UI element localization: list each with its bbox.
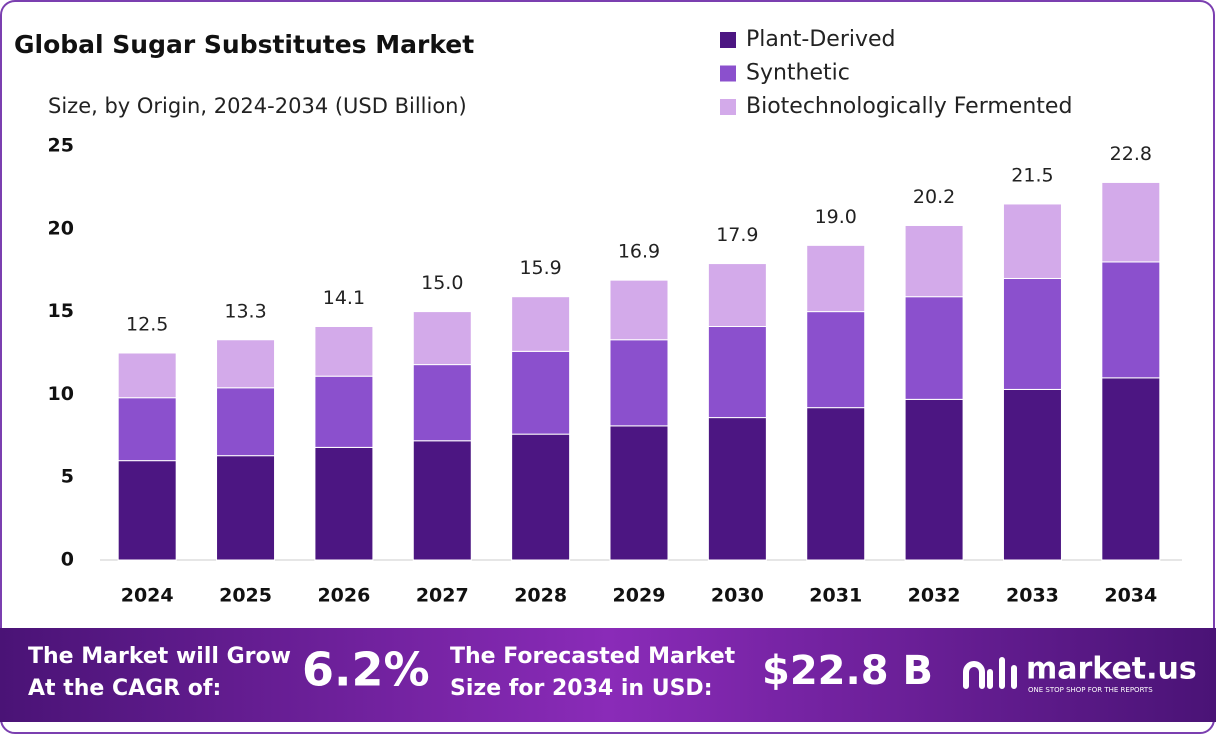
- bar-segment: [904, 224, 964, 298]
- bar-segment: [216, 387, 276, 457]
- bar-segment: [1002, 388, 1062, 561]
- brand-logo: [963, 657, 1017, 689]
- bar-segment: [511, 433, 571, 561]
- x-tick-label: 2024: [121, 585, 174, 607]
- legend-label: Synthetic: [746, 61, 850, 86]
- x-tick-label: 2029: [613, 585, 666, 607]
- y-tick-label: 10: [48, 383, 74, 405]
- total-label: 21.5: [1011, 164, 1053, 186]
- x-tick-label: 2030: [711, 585, 764, 607]
- bar-segment: [117, 352, 177, 399]
- forecast-value: $22.8 B: [762, 648, 933, 694]
- bar-segment: [511, 296, 571, 352]
- total-label: 17.9: [716, 224, 758, 246]
- total-label: 12.5: [126, 314, 168, 336]
- total-label: 16.9: [618, 241, 660, 263]
- x-tick-label: 2025: [219, 585, 272, 607]
- x-tick-label: 2026: [317, 585, 370, 607]
- bar-segment: [1101, 261, 1161, 379]
- x-tick-label: 2031: [809, 585, 862, 607]
- x-tick-label: 2034: [1104, 585, 1157, 607]
- bar-segment: [216, 455, 276, 561]
- total-label: 15.9: [519, 257, 561, 279]
- bar-segment: [314, 375, 374, 448]
- chart-title: Global Sugar Substitutes Market: [14, 30, 474, 59]
- bar-segment: [412, 364, 472, 442]
- bar-segment: [904, 398, 964, 561]
- y-tick-label: 15: [48, 300, 74, 322]
- total-label: 19.0: [815, 206, 857, 228]
- bar-segment: [1101, 181, 1161, 263]
- legend-swatch: [720, 99, 736, 115]
- bar-segment: [1002, 277, 1062, 390]
- legend-swatch: [720, 32, 736, 48]
- y-tick-label: 20: [48, 217, 74, 239]
- brand: market.us: [1026, 652, 1197, 687]
- bar-segment: [609, 339, 669, 427]
- total-label: 22.8: [1110, 143, 1152, 165]
- y-tick-label: 5: [61, 466, 74, 488]
- tagline: ONE STOP SHOP FOR THE REPORTS: [1028, 686, 1153, 694]
- x-tick-label: 2027: [416, 585, 469, 607]
- bar-segment: [117, 397, 177, 462]
- bar-segment: [412, 440, 472, 561]
- x-tick-label: 2033: [1006, 585, 1059, 607]
- bar-segment: [609, 279, 669, 341]
- bar-segment: [314, 446, 374, 561]
- x-tick-label: 2032: [908, 585, 961, 607]
- bar-segment: [806, 311, 866, 409]
- footer-text: The Forecasted Market: [450, 644, 736, 669]
- bar-segment: [117, 460, 177, 561]
- bar-segment: [1101, 377, 1161, 561]
- footer-text: The Market will Grow: [28, 644, 291, 669]
- total-label: 15.0: [421, 272, 463, 294]
- y-tick-label: 0: [61, 549, 74, 571]
- y-tick-label: 25: [48, 135, 74, 157]
- cagr-value: 6.2%: [302, 643, 430, 697]
- bar-segment: [609, 425, 669, 561]
- footer-text: At the CAGR of:: [28, 676, 221, 701]
- x-tick-label: 2028: [514, 585, 567, 607]
- bar-segment: [904, 296, 964, 400]
- bar-segment: [216, 339, 276, 389]
- bar-segment: [1002, 203, 1062, 279]
- bar-segment: [314, 326, 374, 377]
- bar-segment: [511, 350, 571, 435]
- bar-segment: [806, 244, 866, 313]
- bar-segment: [806, 407, 866, 561]
- total-label: 20.2: [913, 186, 955, 208]
- bar-segment: [412, 311, 472, 366]
- legend-label: Biotechnologically Fermented: [746, 94, 1072, 119]
- chart-subtitle: Size, by Origin, 2024-2034 (USD Billion): [48, 94, 467, 118]
- bar-segment: [707, 263, 767, 328]
- legend-label: Plant-Derived: [746, 27, 896, 52]
- legend-swatch: [720, 65, 736, 82]
- footer-text: Size for 2034 in USD:: [450, 676, 713, 701]
- total-label: 14.1: [323, 287, 365, 309]
- bar-segment: [707, 326, 767, 419]
- total-label: 13.3: [224, 300, 266, 322]
- bar-segment: [707, 417, 767, 561]
